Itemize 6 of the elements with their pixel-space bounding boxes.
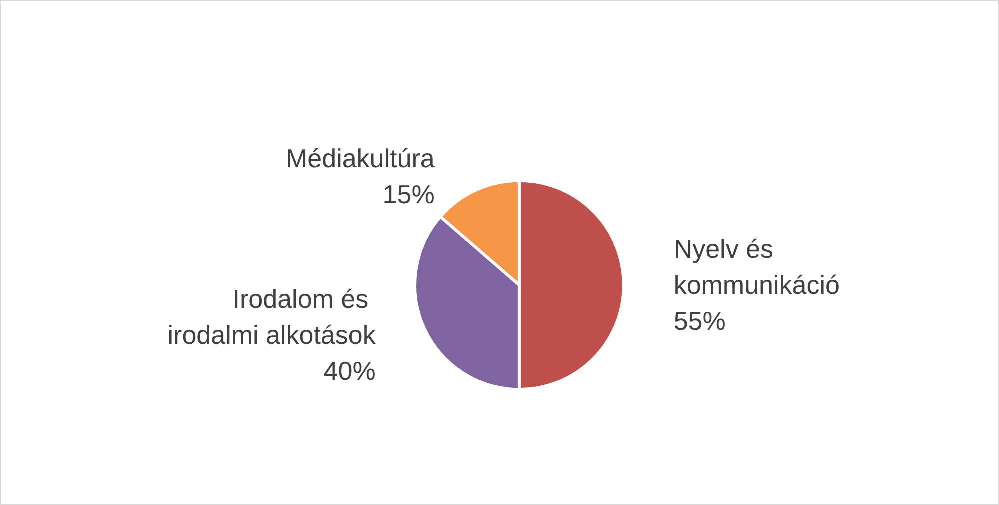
slice-label: Nyelv és kommunikáció <box>674 234 840 300</box>
data-label: 40% <box>324 356 376 386</box>
slice-label: Médiakultúra <box>286 144 436 174</box>
data-label: 15% <box>382 180 435 210</box>
slice-label: Irodalom és irodalmi alkotások <box>168 284 377 350</box>
data-label: 55% <box>674 306 726 336</box>
